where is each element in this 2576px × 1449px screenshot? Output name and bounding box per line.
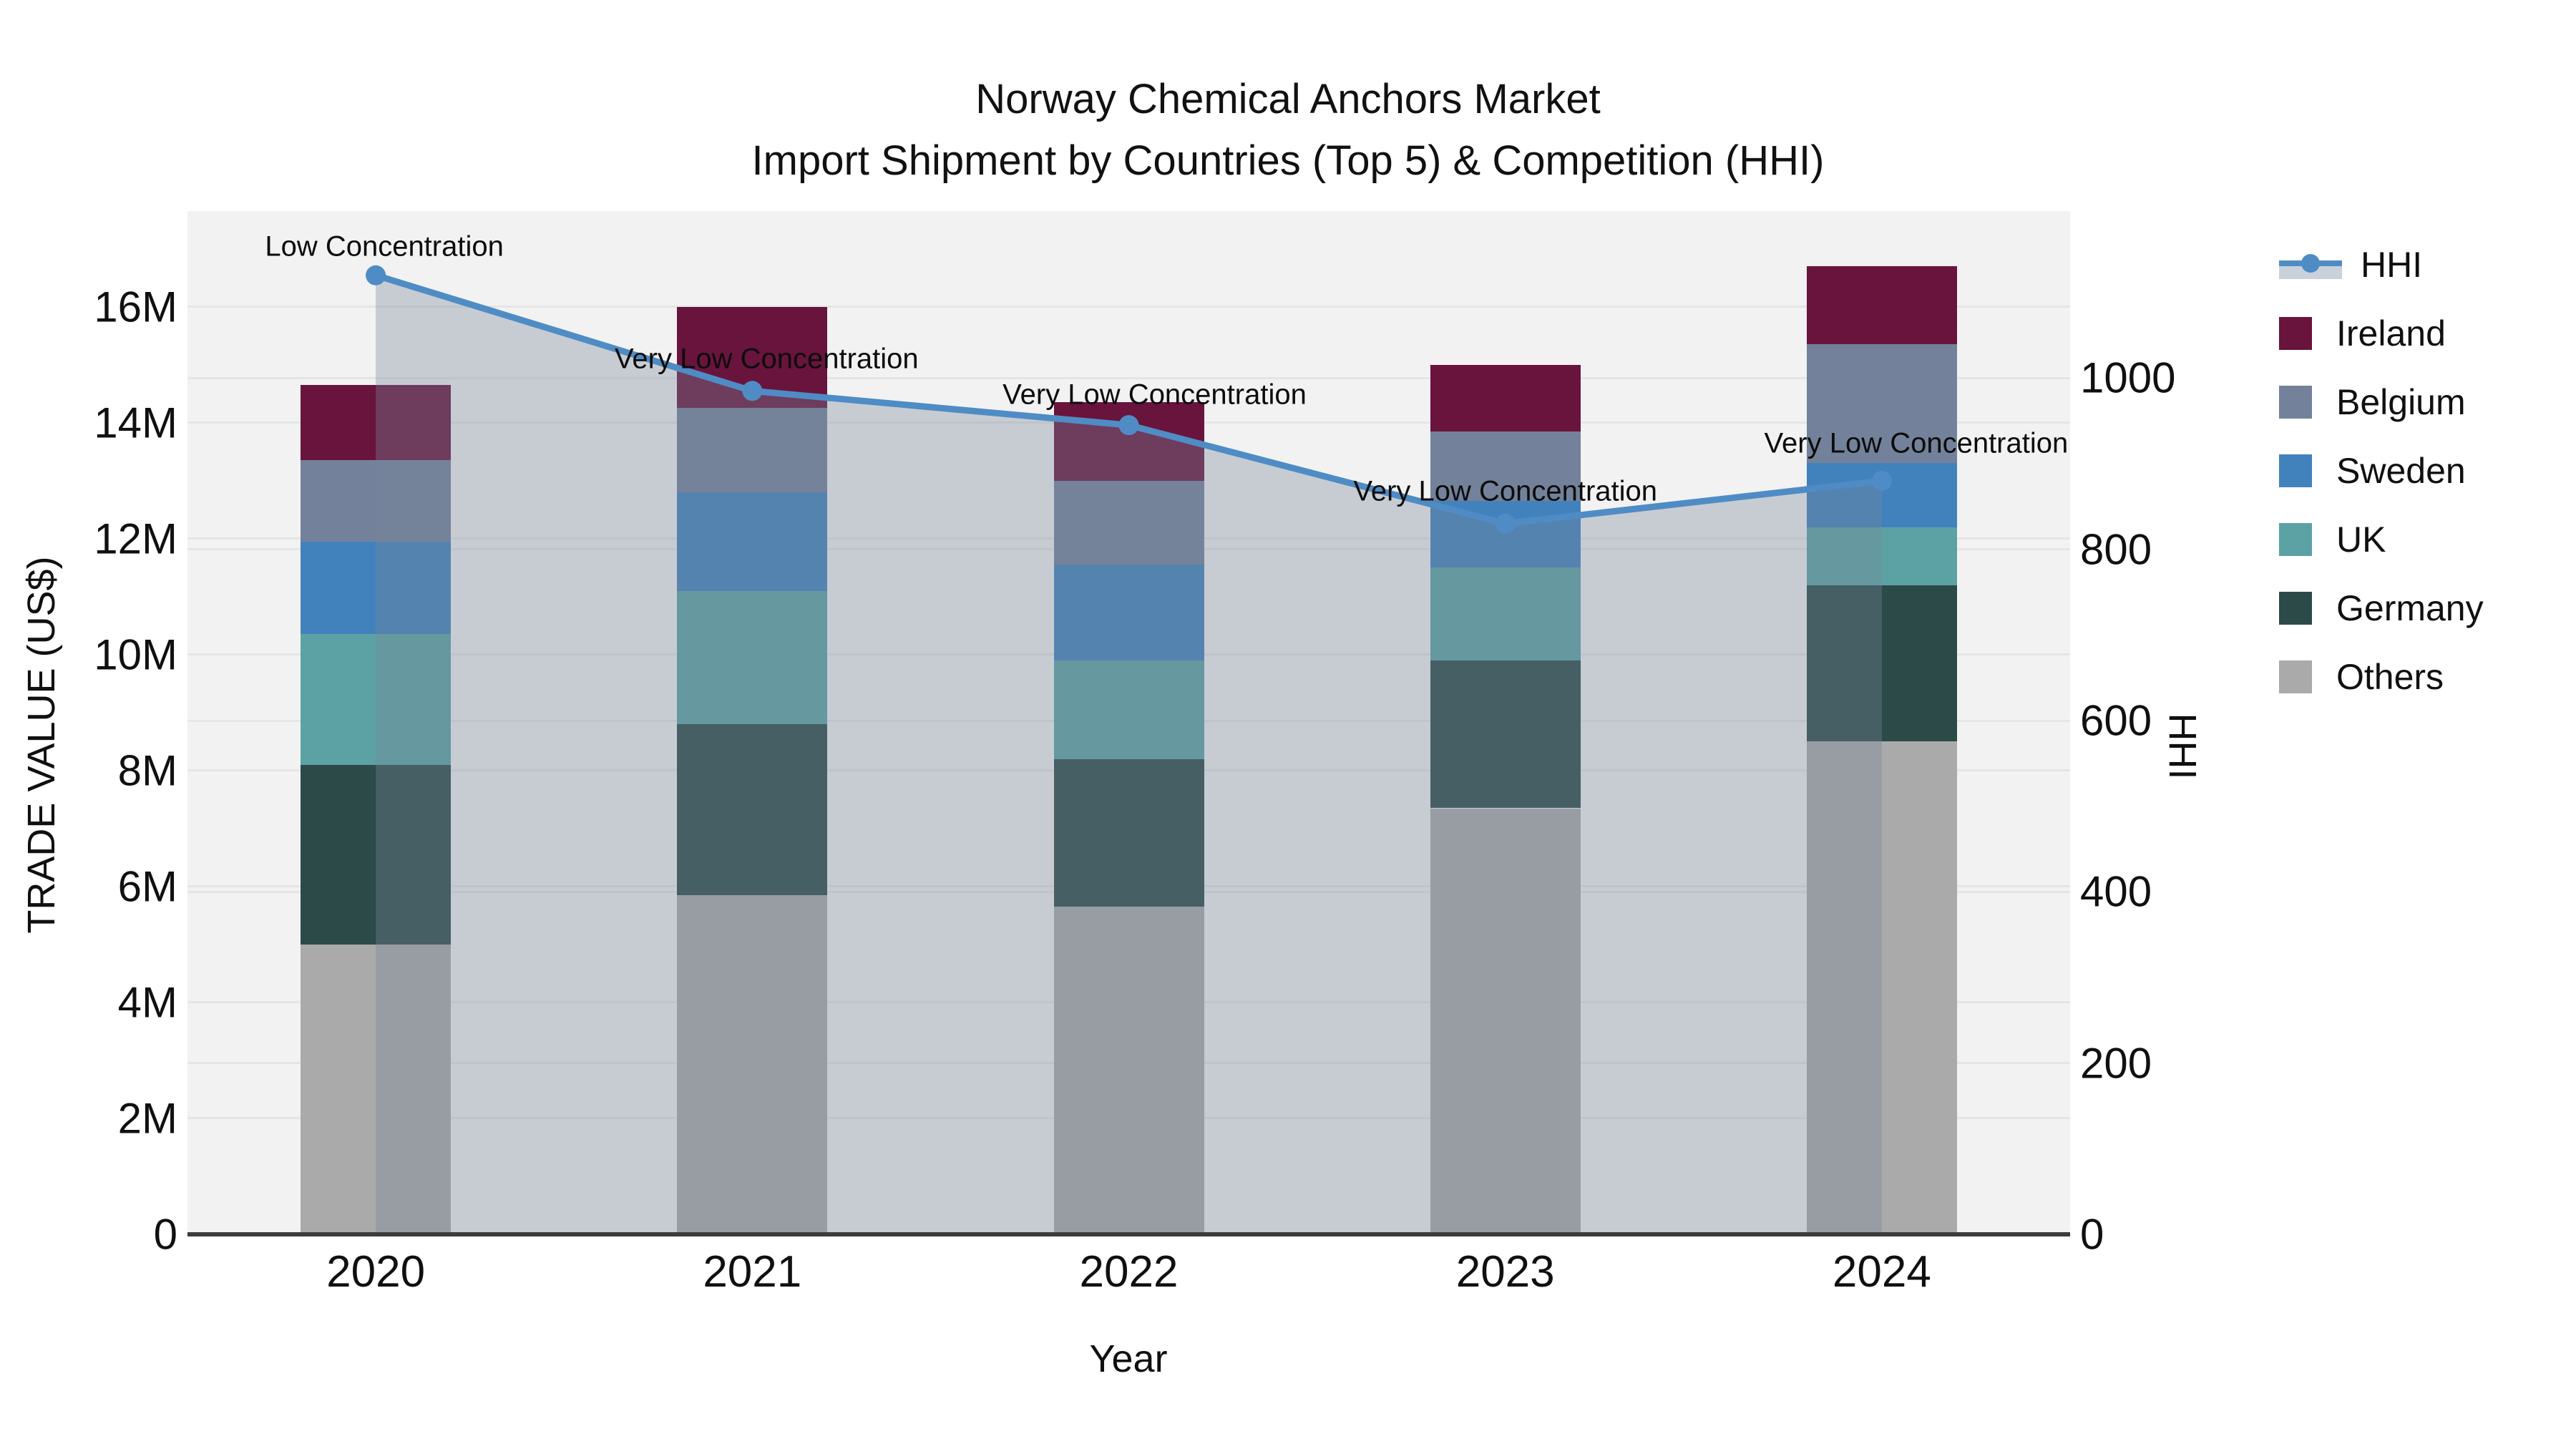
bar-segment-uk-2020[interactable] bbox=[301, 634, 452, 765]
annotation-2023: Very Low Concentration bbox=[1353, 475, 1658, 507]
gridline-right-1000 bbox=[187, 376, 2070, 379]
ytick-right-200: 200 bbox=[2080, 1039, 2152, 1088]
xtick-2021: 2021 bbox=[703, 1247, 802, 1297]
legend-swatch-icon bbox=[2279, 317, 2312, 350]
bar-segment-others-2024[interactable] bbox=[1806, 741, 1957, 1234]
bar-segment-uk-2024[interactable] bbox=[1806, 527, 1957, 585]
legend-swatch-icon bbox=[2279, 592, 2312, 625]
ytick-left-10M: 10M bbox=[94, 630, 177, 679]
legend-line-icon bbox=[2279, 250, 2342, 279]
bar-segment-uk-2021[interactable] bbox=[677, 590, 828, 725]
bar-segment-belgium-2020[interactable] bbox=[301, 460, 452, 542]
bar-segment-sweden-2021[interactable] bbox=[677, 492, 828, 591]
ytick-left-12M: 12M bbox=[94, 514, 177, 563]
bar-segment-germany-2020[interactable] bbox=[301, 764, 452, 945]
ytick-right-0: 0 bbox=[2080, 1210, 2104, 1259]
annotation-2021: Very Low Concentration bbox=[614, 343, 919, 375]
bar-segment-others-2023[interactable] bbox=[1430, 808, 1581, 1234]
ytick-left-6M: 6M bbox=[117, 862, 177, 911]
legend-swatch-icon bbox=[2279, 660, 2312, 693]
ytick-left-2M: 2M bbox=[117, 1094, 177, 1143]
xtick-2024: 2024 bbox=[1832, 1247, 1931, 1297]
xtick-2023: 2023 bbox=[1455, 1247, 1555, 1297]
ytick-left-14M: 14M bbox=[94, 399, 177, 447]
legend-label: HHI bbox=[2361, 245, 2423, 285]
legend-item-hhi[interactable]: HHI bbox=[2279, 230, 2484, 299]
legend-item-others[interactable]: Others bbox=[2279, 643, 2484, 711]
legend-label: Sweden bbox=[2336, 451, 2466, 491]
legend-swatch-icon bbox=[2279, 523, 2312, 556]
y-axis-left-title: TRADE VALUE (US$) bbox=[20, 556, 63, 934]
xtick-2022: 2022 bbox=[1079, 1247, 1179, 1297]
bar-segment-uk-2023[interactable] bbox=[1430, 567, 1581, 660]
hhi-area-fill bbox=[376, 275, 1882, 1234]
chart-title-line1: Norway Chemical Anchors Market bbox=[975, 76, 1601, 122]
bar-segment-belgium-2022[interactable] bbox=[1053, 480, 1204, 565]
bar-segment-others-2022[interactable] bbox=[1053, 907, 1204, 1234]
gridline-left-16M bbox=[187, 306, 2070, 308]
legend-item-belgium[interactable]: Belgium bbox=[2279, 368, 2484, 436]
chart-title: Norway Chemical Anchors Market Import Sh… bbox=[0, 69, 2576, 192]
ytick-left-8M: 8M bbox=[117, 746, 177, 795]
y-axis-right-title: HHI bbox=[2161, 713, 2204, 780]
bar-segment-sweden-2022[interactable] bbox=[1053, 565, 1204, 660]
ytick-right-1000: 1000 bbox=[2080, 353, 2176, 402]
chart-title-line2: Import Shipment by Countries (Top 5) & C… bbox=[751, 137, 1825, 184]
legend-item-uk[interactable]: UK bbox=[2279, 505, 2484, 574]
bar-segment-belgium-2021[interactable] bbox=[677, 408, 828, 492]
bar-segment-others-2020[interactable] bbox=[301, 944, 452, 1234]
bar-segment-sweden-2020[interactable] bbox=[301, 541, 452, 635]
ytick-right-400: 400 bbox=[2080, 867, 2152, 916]
ytick-left-4M: 4M bbox=[117, 978, 177, 1027]
ytick-left-0: 0 bbox=[153, 1210, 177, 1259]
bar-segment-germany-2023[interactable] bbox=[1430, 660, 1581, 809]
bar-segment-ireland-2023[interactable] bbox=[1430, 364, 1581, 431]
bar-segment-uk-2022[interactable] bbox=[1053, 660, 1204, 759]
x-axis-line bbox=[187, 1232, 2070, 1236]
annotation-2022: Very Low Concentration bbox=[1002, 379, 1307, 411]
hhi-line-layer bbox=[366, 265, 1892, 1234]
bar-segment-germany-2021[interactable] bbox=[677, 724, 828, 896]
legend-swatch-icon bbox=[2279, 454, 2312, 487]
legend-label: Belgium bbox=[2336, 382, 2466, 422]
legend-item-sweden[interactable]: Sweden bbox=[2279, 436, 2484, 505]
plot-area: Low Concentration Very Low Concentration V… bbox=[187, 211, 2070, 1234]
hhi-marker-2021[interactable] bbox=[742, 381, 763, 401]
legend-item-ireland[interactable]: Ireland bbox=[2279, 299, 2484, 368]
bar-segment-ireland-2020[interactable] bbox=[301, 385, 452, 461]
bar-segment-ireland-2024[interactable] bbox=[1806, 265, 1957, 345]
legend-swatch-icon bbox=[2279, 386, 2312, 419]
legend-label: UK bbox=[2336, 519, 2386, 560]
annotation-2020: Low Concentration bbox=[265, 230, 504, 263]
ytick-right-800: 800 bbox=[2080, 525, 2152, 574]
hhi-marker-2022[interactable] bbox=[1118, 415, 1139, 436]
hhi-marker-2023[interactable] bbox=[1495, 513, 1516, 534]
bar-segment-germany-2022[interactable] bbox=[1053, 758, 1204, 907]
bar-segment-belgium-2023[interactable] bbox=[1430, 431, 1581, 502]
x-axis-title: Year bbox=[1089, 1337, 1168, 1380]
bar-segment-others-2021[interactable] bbox=[677, 895, 828, 1234]
xtick-2020: 2020 bbox=[326, 1247, 426, 1297]
hhi-marker-2024[interactable] bbox=[1871, 470, 1892, 491]
bar-segment-germany-2024[interactable] bbox=[1806, 585, 1957, 742]
legend-label: Others bbox=[2336, 657, 2444, 697]
legend-label: Germany bbox=[2336, 588, 2484, 628]
legend-item-germany[interactable]: Germany bbox=[2279, 574, 2484, 643]
ytick-right-600: 600 bbox=[2080, 696, 2152, 745]
bar-segment-belgium-2024[interactable] bbox=[1806, 344, 1957, 464]
ytick-left-16M: 16M bbox=[94, 283, 177, 331]
annotation-2024: Very Low Concentration bbox=[1764, 427, 2069, 459]
legend: HHI Ireland Belgium Sweden UK Germany Others bbox=[2279, 230, 2484, 711]
legend-label: Ireland bbox=[2336, 313, 2446, 353]
hhi-marker-2020[interactable] bbox=[366, 265, 386, 286]
